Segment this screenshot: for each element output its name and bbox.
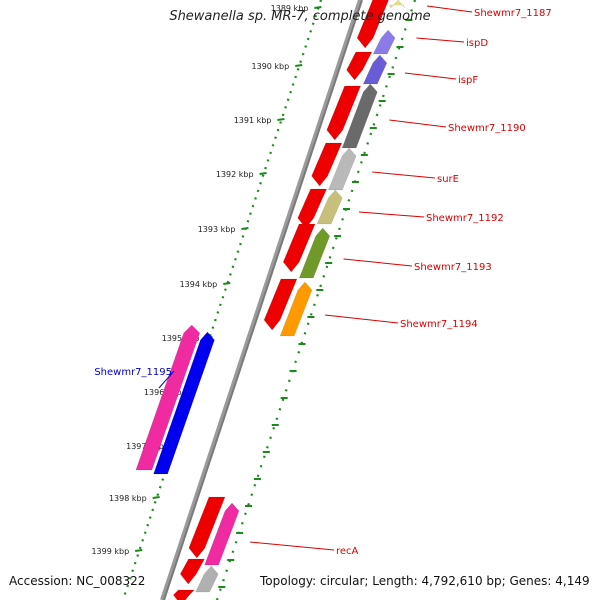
tick-mark <box>295 64 303 67</box>
forward-gene-arrow <box>346 51 373 81</box>
tick-mark <box>277 118 285 121</box>
cog-block <box>388 0 406 9</box>
tick-label: 1396 kbp <box>144 388 182 397</box>
cog-block <box>298 227 331 279</box>
cog-block <box>195 565 219 593</box>
tick-ring-left <box>121 0 323 600</box>
forward-gene-arrow <box>263 278 298 331</box>
gene-label-leader <box>250 541 335 551</box>
gene-label-leader <box>416 37 465 43</box>
forward-gene-arrow <box>282 223 316 273</box>
gene-label: Shewmr7_1193 <box>414 262 492 273</box>
gene-label: Shewmr7_1187 <box>474 8 552 19</box>
forward-gene-arrow <box>179 558 205 585</box>
tick-ring-right <box>215 0 417 600</box>
forward-gene-arrow <box>356 0 389 49</box>
map-title: Shewanella sp. MR-7, complete genome <box>169 9 431 24</box>
cog-block <box>372 29 396 55</box>
gene-label-leader <box>389 119 447 128</box>
gene-label: ispF <box>458 75 478 86</box>
tick-label: 1399 kbp <box>91 547 129 556</box>
tick-label: 1392 kbp <box>216 170 254 179</box>
tick-mark <box>241 227 249 230</box>
reverse-gene-pink <box>135 324 201 471</box>
genome-summary-text: Topology: circular; Length: 4,792,610 bp… <box>260 574 590 588</box>
backbone-line <box>163 0 363 600</box>
tick-mark <box>135 549 143 552</box>
cog-block <box>204 502 240 566</box>
gene-label-leader <box>404 72 457 80</box>
forward-gene-arrow <box>311 142 343 187</box>
forward-gene-arrow <box>297 188 328 229</box>
forward-gene-arrow <box>326 85 361 141</box>
tick-label: 1393 kbp <box>198 225 236 234</box>
tick-label: 1389 kbp <box>271 4 309 13</box>
gene-label-leader <box>158 370 175 389</box>
reverse-gene-blue <box>153 331 215 475</box>
gene-label: Shewmr7_1190 <box>448 123 526 134</box>
tick-mark <box>152 496 160 499</box>
forward-gene-arrow <box>173 589 195 600</box>
cog-block <box>316 189 343 225</box>
gene-label-leader <box>426 5 473 13</box>
tick-label: 1390 kbp <box>252 62 290 71</box>
tick-mark <box>259 172 267 175</box>
tick-mark <box>223 282 231 285</box>
gene-label: Shewmr7_1192 <box>426 213 504 224</box>
gene-label: Shewmr7_1194 <box>400 319 478 330</box>
tick-label: 1398 kbp <box>109 494 147 503</box>
forward-gene-arrow <box>188 496 226 559</box>
gene-label-leader <box>343 258 413 267</box>
backbone-shadow <box>160 0 362 600</box>
tick-label: 1394 kbp <box>180 280 218 289</box>
cog-block <box>279 281 313 337</box>
gene-label: ispD <box>466 38 488 49</box>
tick-label: 1395 kbp <box>162 334 200 343</box>
gene-label: surE <box>437 174 459 185</box>
gene-label-leader <box>359 211 425 218</box>
tick-mark <box>314 6 322 9</box>
tick-label: 1391 kbp <box>234 116 272 125</box>
gene-label: Shewmr7_1195 <box>94 367 172 378</box>
accession-text: Accession: NC_008322 <box>9 574 146 588</box>
gene-label-leader <box>372 171 436 179</box>
gene-label-leader <box>324 314 399 324</box>
gene-label: recA <box>336 546 359 557</box>
